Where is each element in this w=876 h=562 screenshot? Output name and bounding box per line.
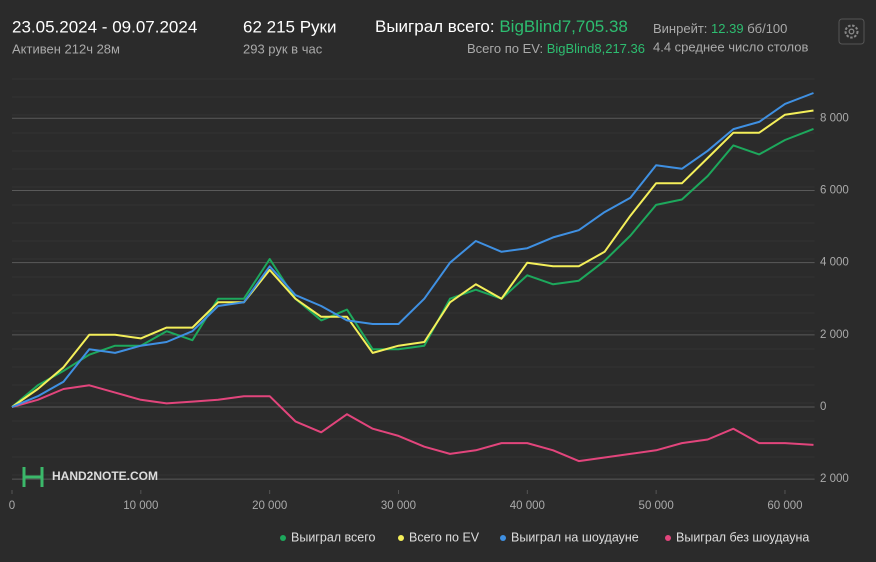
x-tick-label: 50 000 — [639, 500, 674, 512]
ev-value: BigBlind8,217.36 — [547, 41, 645, 56]
legend-marker — [500, 535, 506, 541]
won-label: Выиграл всего: — [375, 17, 495, 36]
y-tick-label: 4 000 — [820, 257, 849, 269]
hands: 62 215 Руки — [243, 17, 337, 36]
y-tick-label: 2 000 — [820, 473, 849, 485]
tables: 4.4 среднее число столов — [653, 39, 809, 54]
y-tick-label: 8 000 — [820, 112, 849, 124]
settings-button[interactable] — [838, 18, 865, 45]
legend-marker — [280, 535, 286, 541]
ev-label: Всего по EV: — [467, 41, 543, 56]
y-tick-label: 6 000 — [820, 185, 849, 197]
x-tick-label: 30 000 — [381, 500, 416, 512]
series-line — [11, 92, 814, 408]
winrate-unit: бб/100 — [747, 21, 787, 36]
y-tick-label: 2 000 — [820, 329, 849, 341]
winrate: Винрейт: 12.39 бб/100 — [653, 21, 787, 36]
series-line — [11, 384, 814, 463]
ev-total: Всего по EV: BigBlind8,217.36 — [467, 41, 645, 56]
logo: HAND2NOTE.COM — [22, 467, 158, 487]
legend-label: Всего по EV — [409, 530, 480, 544]
x-tick-label: 60 000 — [767, 500, 802, 512]
series-line — [11, 109, 814, 408]
hands-per-hour: 293 рук в час — [243, 41, 323, 56]
legend-label: Выиграл без шоудауна — [676, 530, 809, 544]
x-tick-label: 10 000 — [123, 500, 158, 512]
x-tick-label: 0 — [9, 500, 15, 512]
legend-marker — [398, 535, 404, 541]
won-total: Выиграл всего: BigBlind7,705.38 — [375, 17, 628, 36]
series-line — [11, 127, 814, 408]
x-tick-label: 20 000 — [252, 500, 287, 512]
legend-label: Выиграл на шоудауне — [511, 530, 639, 544]
logo-text: HAND2NOTE.COM — [52, 469, 158, 483]
won-value: BigBlind7,705.38 — [499, 17, 628, 36]
legend-marker — [665, 535, 671, 541]
legend-label: Выиграл всего — [291, 530, 376, 544]
active-time: Активен 212ч 28м — [12, 41, 120, 56]
y-tick-label: 0 — [820, 401, 826, 413]
winrate-label: Винрейт: — [653, 21, 707, 36]
x-tick-label: 40 000 — [510, 500, 545, 512]
date-range: 23.05.2024 - 09.07.2024 — [12, 17, 197, 36]
winrate-value: 12.39 — [711, 21, 744, 36]
